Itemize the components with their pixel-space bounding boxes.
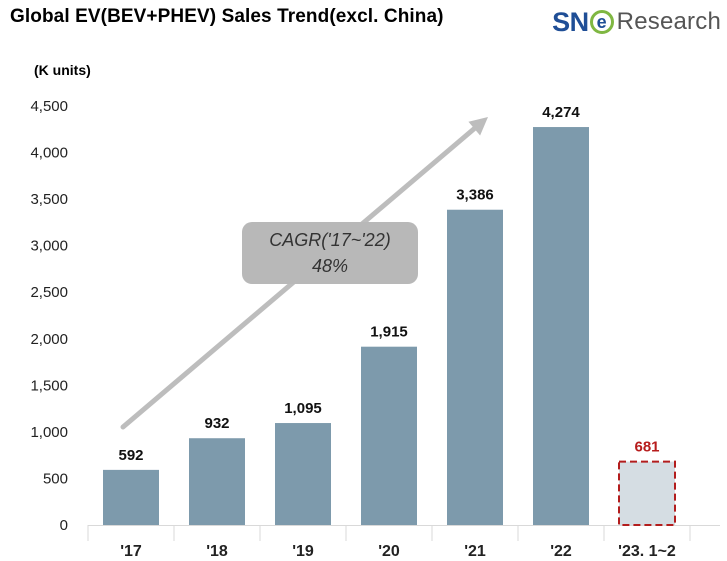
x-tick-label: '22 (550, 543, 572, 560)
bar (189, 438, 245, 525)
data-label: 1,915 (370, 324, 408, 341)
y-tick-label: 3,000 (30, 238, 68, 255)
y-tick-label: 2,000 (30, 331, 68, 348)
axis-layer: 0 500 1,000 1,500 2,000 2,500 3,000 3,500 4,000 4… (30, 98, 720, 560)
logo-e-circle-icon: e (589, 10, 614, 34)
bar (361, 346, 417, 525)
y-tick-label: 1,000 (30, 424, 68, 441)
bars-layer (103, 127, 676, 527)
trend-arrow-head (468, 117, 488, 136)
y-tick-label: 4,000 (30, 145, 68, 162)
data-label: 1,095 (284, 400, 322, 417)
bar (103, 469, 159, 525)
bar (447, 209, 503, 526)
x-tick-label: '18 (206, 543, 228, 560)
cagr-value: 48% (312, 256, 348, 276)
data-label: 3,386 (456, 187, 494, 204)
data-label: 4,274 (542, 104, 580, 121)
data-label: 932 (204, 415, 229, 432)
data-labels-layer: 592 932 1,095 1,915 3,386 4,274 681 (118, 104, 659, 464)
data-label: 592 (118, 447, 143, 464)
x-tick-label: '17 (120, 543, 142, 560)
y-axis-unit-label: (K units) (34, 62, 91, 78)
logo-e-text: e (596, 12, 607, 32)
bar (275, 423, 331, 525)
logo-sn-text: SN (552, 6, 589, 37)
x-tick-label: '19 (292, 543, 314, 560)
data-label: 681 (634, 439, 659, 456)
logo-research-text: Research (616, 8, 721, 35)
bar-partial-year (618, 460, 676, 527)
y-tick-label: 0 (60, 517, 68, 534)
y-tick-label: 500 (43, 470, 68, 487)
y-tick-label: 1,500 (30, 377, 68, 394)
x-tick-label: '21 (464, 543, 486, 560)
chart-title: Global EV(BEV+PHEV) Sales Trend(excl. Ch… (10, 6, 444, 27)
sne-research-logo: SN e Research (552, 4, 721, 40)
x-tick-label: '20 (378, 543, 400, 560)
cagr-label: CAGR('17~'22) (269, 230, 390, 250)
x-tick-label: '23. 1~2 (618, 543, 676, 560)
y-tick-label: 3,500 (30, 191, 68, 208)
y-tick-label: 2,500 (30, 284, 68, 301)
cagr-callout: CAGR('17~'22) 48% (242, 222, 418, 284)
y-tick-label: 4,500 (30, 98, 68, 115)
bar (533, 127, 589, 525)
cagr-callout-box (242, 222, 418, 284)
